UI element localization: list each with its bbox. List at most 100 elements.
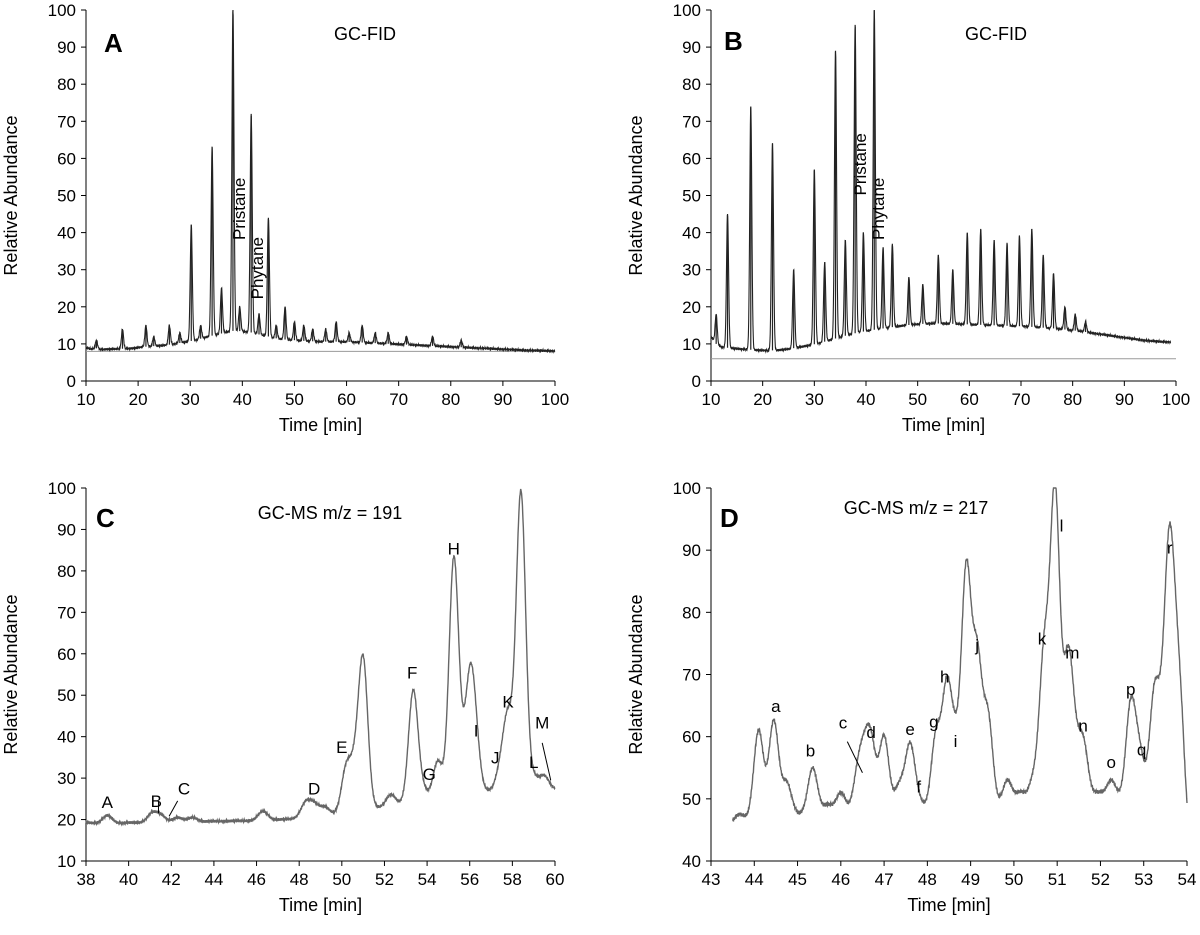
peak-label: G [423, 765, 436, 784]
x-tick-label: 43 [702, 870, 721, 889]
y-tick-label: 40 [682, 852, 701, 871]
x-tick-label: 80 [1063, 390, 1082, 409]
peak-label: e [905, 720, 914, 739]
y-tick-label: 50 [57, 686, 76, 705]
y-tick-label: 70 [57, 112, 76, 131]
y-tick-label: 80 [57, 562, 76, 581]
peak-label: M [535, 713, 549, 732]
x-tick-label: 40 [119, 870, 138, 889]
x-tick-label: 80 [441, 390, 460, 409]
y-axis-title: Relative Abundance [1, 594, 21, 754]
panel-letter: A [104, 28, 123, 58]
panel-d: 40 50 60 70 80 90 100 43 44 45 46 47 48 49 50 51 52 53 54 T… [626, 479, 1196, 915]
y-tick-label: 30 [57, 261, 76, 280]
peak-label: d [866, 723, 875, 742]
y-tick-label: 100 [48, 479, 76, 498]
peak-label: b [806, 742, 815, 761]
x-axis-title: Time [min] [902, 415, 985, 435]
y-tick-label: 30 [57, 769, 76, 788]
x-tick-label: 10 [702, 390, 721, 409]
x-axis-title: Time [min] [279, 895, 362, 915]
x-tick-label: 52 [1091, 870, 1110, 889]
peak-label: I [474, 722, 479, 741]
y-tick-label: 80 [57, 75, 76, 94]
leader-line [541, 742, 552, 781]
x-tick-label: 10 [77, 390, 96, 409]
chromatogram-trace [710, 10, 1172, 354]
y-tick-label: 60 [57, 149, 76, 168]
y-tick-label: 50 [682, 790, 701, 809]
x-tick-label: 90 [493, 390, 512, 409]
y-tick-label: 10 [682, 335, 701, 354]
peak-label: l [1060, 517, 1064, 536]
y-tick-label: 80 [682, 75, 701, 94]
panel-letter: C [96, 503, 115, 533]
x-tick-label: 47 [875, 870, 894, 889]
y-tick-label: 0 [67, 372, 76, 391]
x-tick-label: 50 [908, 390, 927, 409]
peak-label: r [1167, 538, 1173, 557]
peak-annotation: Pristane [851, 133, 870, 195]
y-tick-label: 50 [682, 187, 701, 206]
x-tick-label: 50 [332, 870, 351, 889]
y-tick-label: 40 [682, 224, 701, 243]
x-tick-label: 44 [204, 870, 223, 889]
panel-title: GC-MS m/z = 217 [844, 498, 989, 518]
peak-label: i [954, 732, 958, 751]
peak-label: o [1107, 753, 1116, 772]
x-tick-label: 60 [546, 870, 565, 889]
panel-title: GC-FID [334, 24, 396, 44]
y-tick-label: 100 [673, 1, 701, 20]
peak-label: B [151, 792, 162, 811]
y-tick-label: 40 [57, 728, 76, 747]
y-tick-label: 60 [682, 149, 701, 168]
peak-label: F [407, 664, 417, 683]
peak-label: J [491, 749, 500, 768]
x-tick-label: 56 [460, 870, 479, 889]
y-tick-label: 0 [692, 372, 701, 391]
y-axis-title: Relative Abundance [626, 115, 646, 275]
chromatogram-trace [85, 11, 556, 354]
peak-label: E [336, 738, 347, 757]
peak-annotation: Phytane [869, 178, 888, 240]
y-tick-label: 30 [682, 261, 701, 280]
x-tick-label: 38 [77, 870, 96, 889]
y-tick-label: 90 [682, 38, 701, 57]
x-tick-label: 50 [1004, 870, 1023, 889]
x-tick-label: 46 [831, 870, 850, 889]
peak-label: L [529, 753, 538, 772]
y-tick-label: 50 [57, 187, 76, 206]
x-tick-label: 60 [337, 390, 356, 409]
x-tick-label: 48 [918, 870, 937, 889]
x-tick-label: 44 [745, 870, 764, 889]
y-tick-label: 20 [57, 811, 76, 830]
x-axis-title: Time [min] [279, 415, 362, 435]
peak-label: a [771, 697, 781, 716]
peak-label: D [308, 780, 320, 799]
leader-line [846, 741, 863, 773]
x-tick-label: 45 [788, 870, 807, 889]
chromatogram-trace [85, 488, 556, 827]
x-tick-label: 30 [181, 390, 200, 409]
peak-label: c [839, 714, 848, 733]
panel-title: GC-FID [965, 24, 1027, 44]
peak-label: C [178, 780, 190, 799]
peak-label: f [916, 778, 921, 797]
peak-label: h [940, 668, 949, 687]
y-tick-label: 10 [57, 852, 76, 871]
peak-annotation: Phytane [248, 237, 267, 299]
x-tick-label: 90 [1115, 390, 1134, 409]
x-tick-label: 54 [1178, 870, 1197, 889]
peak-label: k [1038, 630, 1047, 649]
peak-label: K [502, 693, 514, 712]
x-tick-label: 20 [753, 390, 772, 409]
x-tick-label: 52 [375, 870, 394, 889]
panel-title: GC-MS m/z = 191 [258, 503, 403, 523]
x-tick-label: 30 [805, 390, 824, 409]
y-tick-label: 60 [57, 645, 76, 664]
y-tick-label: 20 [682, 298, 701, 317]
y-tick-label: 90 [57, 38, 76, 57]
